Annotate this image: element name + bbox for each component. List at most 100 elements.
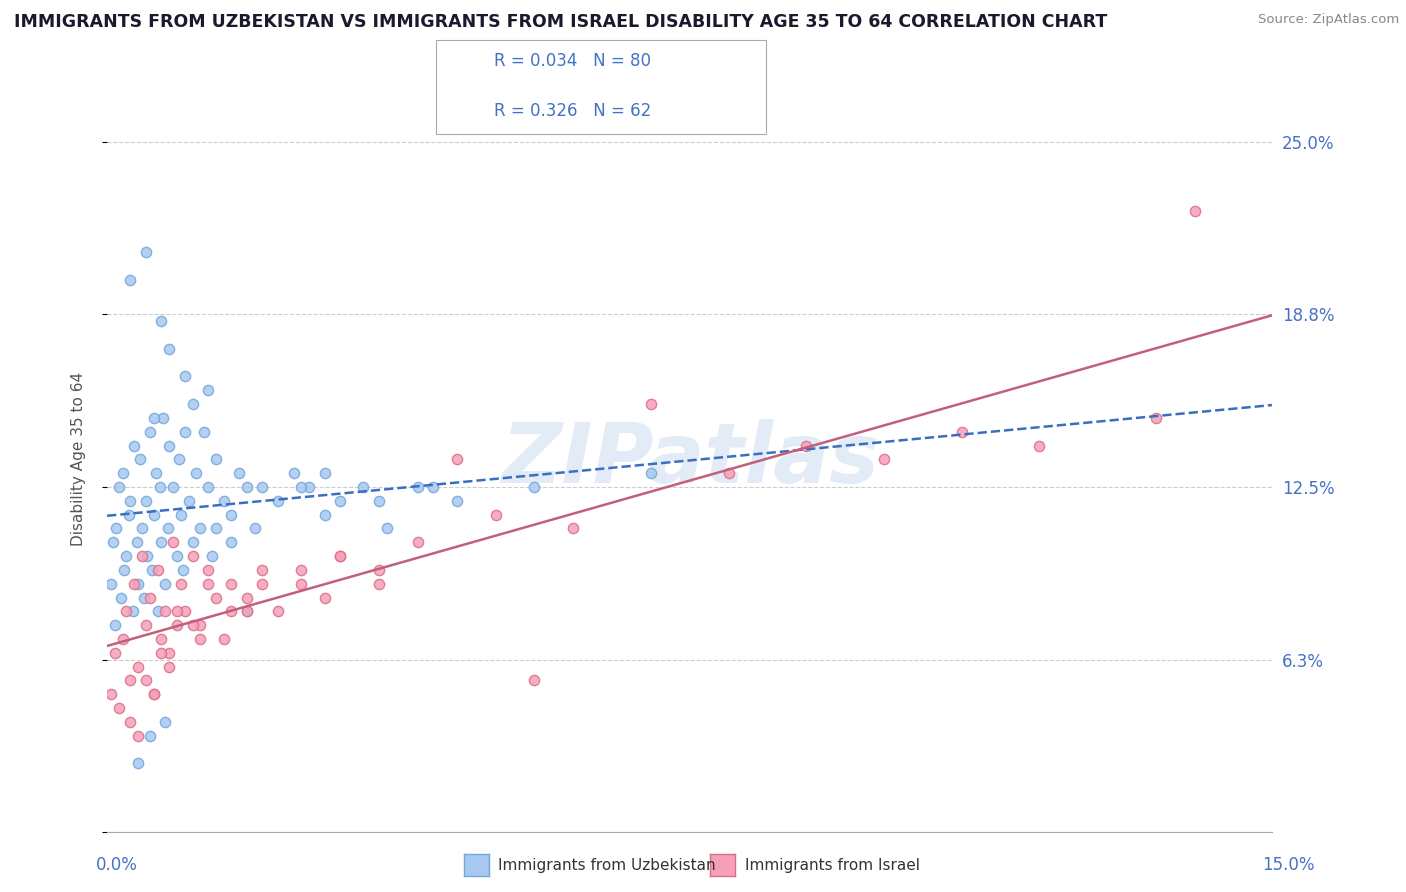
Point	[329, 549, 352, 563]
Point	[446, 493, 468, 508]
Point	[120, 673, 142, 688]
Point	[166, 604, 188, 618]
Point	[236, 480, 259, 494]
Point	[173, 369, 195, 384]
Point	[188, 632, 211, 646]
Point	[406, 535, 429, 549]
Point	[155, 604, 177, 618]
Point	[118, 508, 141, 522]
Point	[156, 521, 179, 535]
Point	[131, 549, 153, 563]
Point	[150, 646, 173, 660]
Point	[135, 493, 157, 508]
Point	[173, 604, 195, 618]
Point	[205, 521, 228, 535]
Point	[127, 756, 149, 771]
Point	[267, 604, 290, 618]
Text: R = 0.034   N = 80: R = 0.034 N = 80	[494, 52, 651, 70]
Point	[1144, 411, 1167, 425]
Point	[267, 493, 290, 508]
Text: 0.0%: 0.0%	[96, 856, 138, 874]
Point	[142, 508, 165, 522]
Point	[212, 493, 235, 508]
Point	[181, 397, 204, 411]
Point	[162, 480, 184, 494]
Point	[314, 591, 336, 605]
Point	[146, 563, 169, 577]
Point	[125, 535, 148, 549]
Point	[120, 273, 142, 287]
Point	[150, 314, 173, 328]
Point	[221, 604, 243, 618]
Point	[950, 425, 973, 439]
Point	[110, 591, 132, 605]
Point	[157, 646, 180, 660]
Text: Source: ZipAtlas.com: Source: ZipAtlas.com	[1258, 13, 1399, 27]
Point	[446, 452, 468, 467]
Point	[181, 535, 204, 549]
Point	[155, 714, 177, 729]
Point	[139, 425, 162, 439]
Point	[314, 466, 336, 480]
Point	[523, 673, 546, 688]
Point	[329, 493, 352, 508]
Point	[352, 480, 374, 494]
Point	[122, 439, 145, 453]
Point	[640, 397, 662, 411]
Point	[146, 604, 169, 618]
Point	[205, 591, 228, 605]
Point	[368, 493, 391, 508]
Point	[127, 659, 149, 673]
Point	[221, 535, 243, 549]
Point	[139, 729, 162, 743]
Point	[135, 245, 157, 260]
Point	[128, 452, 150, 467]
Point	[236, 604, 259, 618]
Point	[172, 563, 194, 577]
Point	[142, 411, 165, 425]
Point	[136, 549, 159, 563]
Point	[157, 342, 180, 356]
Point	[111, 632, 134, 646]
Point	[107, 701, 129, 715]
Point	[197, 480, 219, 494]
Point	[197, 563, 219, 577]
Point	[290, 480, 312, 494]
Point	[149, 480, 172, 494]
Point	[166, 549, 188, 563]
Point	[1028, 439, 1050, 453]
Point	[103, 535, 125, 549]
Point	[562, 521, 585, 535]
Point	[221, 508, 243, 522]
Text: Immigrants from Uzbekistan: Immigrants from Uzbekistan	[498, 858, 716, 872]
Point	[290, 576, 312, 591]
Point	[186, 466, 208, 480]
Point	[100, 687, 122, 701]
Point	[135, 673, 157, 688]
Point	[135, 618, 157, 632]
Point	[162, 535, 184, 549]
Point	[252, 576, 274, 591]
Text: IMMIGRANTS FROM UZBEKISTAN VS IMMIGRANTS FROM ISRAEL DISABILITY AGE 35 TO 64 COR: IMMIGRANTS FROM UZBEKISTAN VS IMMIGRANTS…	[14, 13, 1108, 31]
Point	[134, 591, 156, 605]
Point	[717, 466, 740, 480]
Point	[152, 411, 174, 425]
Point	[150, 632, 173, 646]
Point	[201, 549, 224, 563]
Text: Immigrants from Israel: Immigrants from Israel	[745, 858, 920, 872]
Point	[167, 452, 190, 467]
Point	[142, 687, 165, 701]
Point	[228, 466, 250, 480]
Point	[314, 508, 336, 522]
Point	[141, 563, 163, 577]
Point	[115, 549, 138, 563]
Point	[193, 425, 215, 439]
Point	[329, 549, 352, 563]
Point	[252, 480, 274, 494]
Point	[173, 425, 195, 439]
Point	[484, 508, 506, 522]
Point	[127, 729, 149, 743]
Point	[155, 576, 177, 591]
Point	[181, 618, 204, 632]
Point	[236, 604, 259, 618]
